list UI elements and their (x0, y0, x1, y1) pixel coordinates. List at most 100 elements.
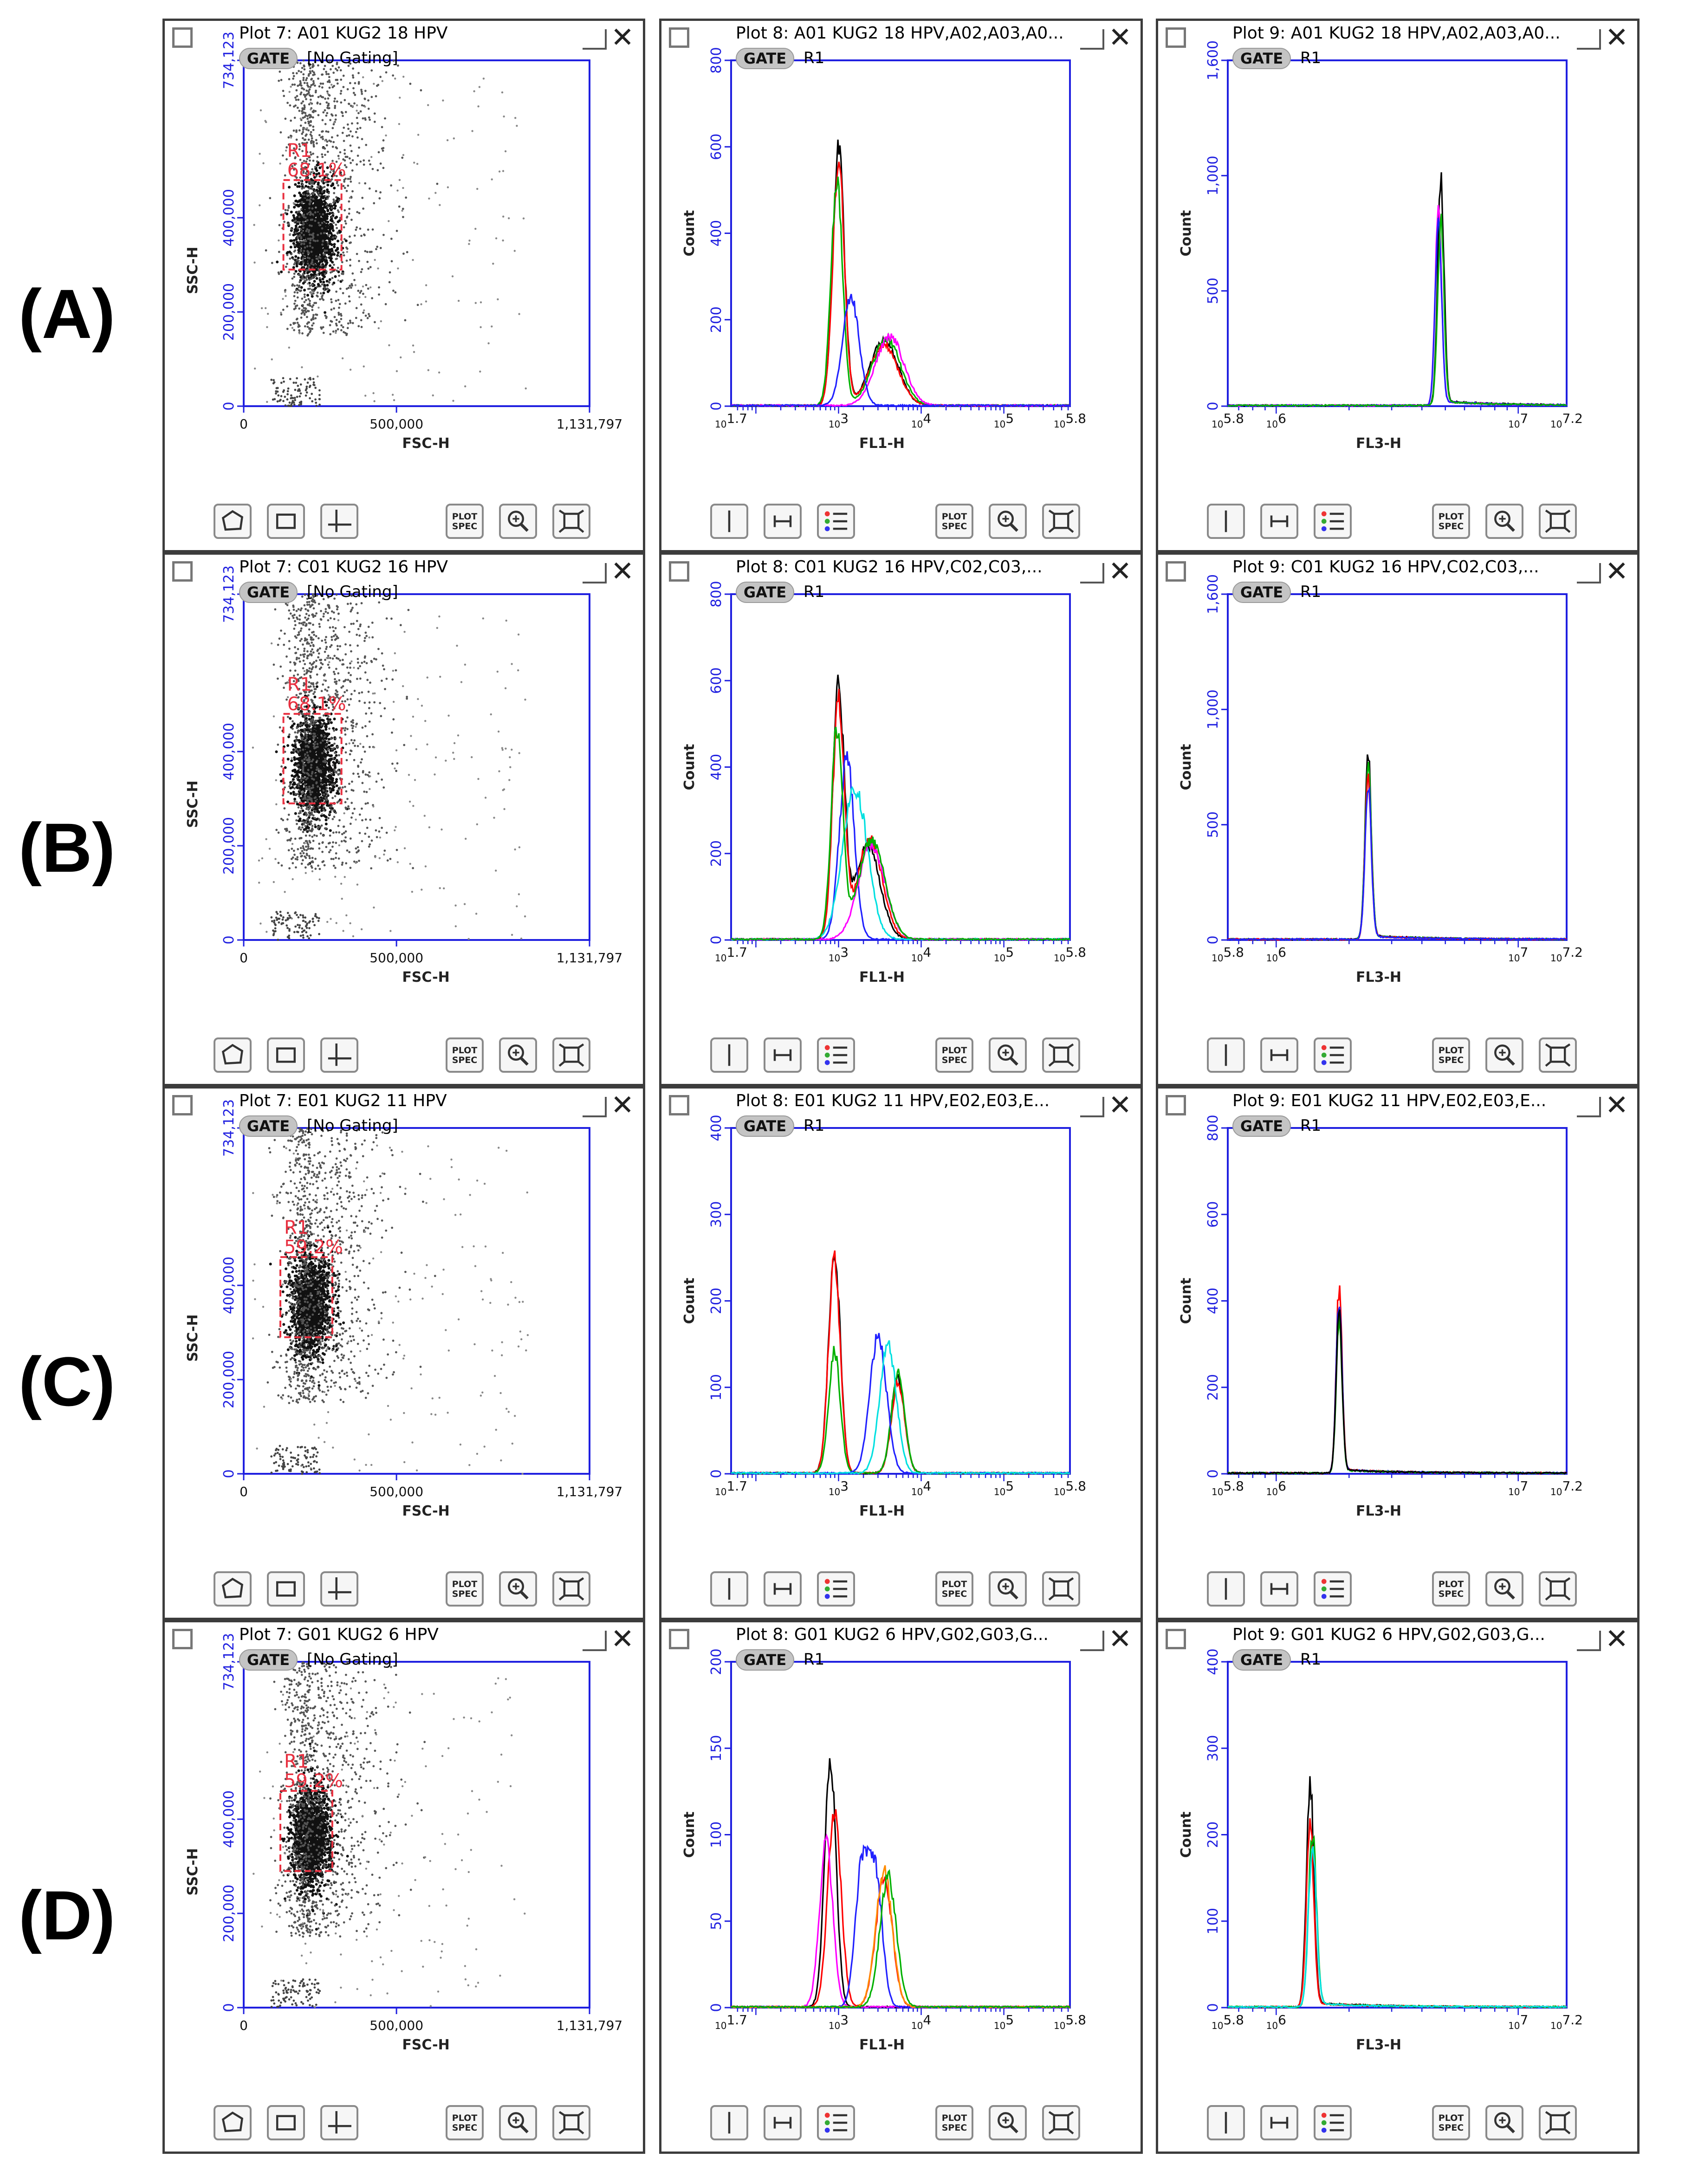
minimize-icon[interactable] (1080, 1631, 1104, 1651)
gate-button[interactable]: GATE (736, 48, 794, 69)
fit-view-icon[interactable] (1539, 2105, 1577, 2140)
fit-view-icon[interactable] (1042, 1571, 1080, 1607)
close-icon[interactable]: ✕ (1108, 1089, 1132, 1121)
gate-button[interactable]: GATE (736, 1115, 794, 1137)
marker-gate-icon[interactable] (1207, 2105, 1245, 2140)
polygon-gate-icon[interactable] (214, 1571, 252, 1607)
close-icon[interactable]: ✕ (1108, 21, 1132, 54)
zoom-icon[interactable] (989, 1037, 1027, 1073)
quadrant-gate-icon[interactable] (320, 504, 358, 539)
fit-view-icon[interactable] (552, 504, 590, 539)
range-gate-icon[interactable] (764, 1037, 802, 1073)
marker-gate-icon[interactable] (710, 1037, 748, 1073)
gate-button[interactable]: GATE (239, 1649, 298, 1671)
select-checkbox[interactable] (669, 27, 689, 48)
gate-button[interactable]: GATE (239, 48, 298, 69)
minimize-icon[interactable] (1577, 29, 1601, 50)
marker-gate-icon[interactable] (710, 1571, 748, 1607)
minimize-icon[interactable] (1577, 1631, 1601, 1651)
range-gate-icon[interactable] (1260, 1037, 1298, 1073)
quadrant-gate-icon[interactable] (320, 1571, 358, 1607)
minimize-icon[interactable] (1577, 563, 1601, 583)
select-checkbox[interactable] (669, 1629, 689, 1649)
polygon-gate-icon[interactable] (214, 504, 252, 539)
marker-gate-icon[interactable] (710, 2105, 748, 2140)
zoom-icon[interactable] (1485, 1571, 1523, 1607)
plot-spec-button[interactable]: PLOT SPEC (1432, 1037, 1470, 1073)
range-gate-icon[interactable] (764, 2105, 802, 2140)
overlay-legend-icon[interactable] (817, 1037, 855, 1073)
close-icon[interactable]: ✕ (1108, 555, 1132, 588)
marker-gate-icon[interactable] (1207, 504, 1245, 539)
minimize-icon[interactable] (583, 29, 607, 50)
select-checkbox[interactable] (1166, 1629, 1186, 1649)
gate-button[interactable]: GATE (1232, 1649, 1291, 1671)
zoom-icon[interactable] (499, 1037, 537, 1073)
plot-spec-button[interactable]: PLOT SPEC (935, 504, 973, 539)
zoom-icon[interactable] (499, 2105, 537, 2140)
polygon-gate-icon[interactable] (214, 2105, 252, 2140)
close-icon[interactable]: ✕ (1108, 1623, 1132, 1655)
select-checkbox[interactable] (1166, 1095, 1186, 1115)
plot-spec-button[interactable]: PLOT SPEC (935, 1037, 973, 1073)
polygon-gate-icon[interactable] (214, 1037, 252, 1073)
plot-spec-button[interactable]: PLOT SPEC (1432, 2105, 1470, 2140)
select-checkbox[interactable] (172, 27, 193, 48)
range-gate-icon[interactable] (1260, 504, 1298, 539)
close-icon[interactable]: ✕ (1605, 555, 1629, 588)
range-gate-icon[interactable] (1260, 2105, 1298, 2140)
quadrant-gate-icon[interactable] (320, 2105, 358, 2140)
fit-view-icon[interactable] (1539, 1571, 1577, 1607)
rectangle-gate-icon[interactable] (267, 504, 305, 539)
select-checkbox[interactable] (172, 1095, 193, 1115)
zoom-icon[interactable] (989, 504, 1027, 539)
select-checkbox[interactable] (669, 561, 689, 582)
marker-gate-icon[interactable] (1207, 1571, 1245, 1607)
close-icon[interactable]: ✕ (1605, 1089, 1629, 1121)
zoom-icon[interactable] (989, 2105, 1027, 2140)
gate-r1-rect[interactable] (279, 1790, 333, 1872)
zoom-icon[interactable] (499, 504, 537, 539)
marker-gate-icon[interactable] (710, 504, 748, 539)
select-checkbox[interactable] (172, 561, 193, 582)
fit-view-icon[interactable] (552, 2105, 590, 2140)
range-gate-icon[interactable] (1260, 1571, 1298, 1607)
minimize-icon[interactable] (583, 1097, 607, 1117)
plot-spec-button[interactable]: PLOT SPEC (446, 2105, 484, 2140)
gate-r1-rect[interactable] (279, 1256, 333, 1338)
overlay-legend-icon[interactable] (1314, 504, 1352, 539)
overlay-legend-icon[interactable] (1314, 2105, 1352, 2140)
plot-spec-button[interactable]: PLOT SPEC (1432, 504, 1470, 539)
minimize-icon[interactable] (1080, 29, 1104, 50)
minimize-icon[interactable] (1080, 1097, 1104, 1117)
zoom-icon[interactable] (989, 1571, 1027, 1607)
minimize-icon[interactable] (1577, 1097, 1601, 1117)
fit-view-icon[interactable] (552, 1037, 590, 1073)
zoom-icon[interactable] (1485, 504, 1523, 539)
range-gate-icon[interactable] (764, 504, 802, 539)
rectangle-gate-icon[interactable] (267, 2105, 305, 2140)
gate-button[interactable]: GATE (1232, 582, 1291, 603)
fit-view-icon[interactable] (552, 1571, 590, 1607)
fit-view-icon[interactable] (1042, 2105, 1080, 2140)
overlay-legend-icon[interactable] (817, 2105, 855, 2140)
gate-button[interactable]: GATE (239, 582, 298, 603)
gate-r1-rect[interactable] (282, 713, 343, 804)
close-icon[interactable]: ✕ (610, 21, 635, 54)
gate-r1-rect[interactable] (282, 179, 343, 271)
quadrant-gate-icon[interactable] (320, 1037, 358, 1073)
zoom-icon[interactable] (1485, 2105, 1523, 2140)
minimize-icon[interactable] (583, 563, 607, 583)
gate-button[interactable]: GATE (1232, 48, 1291, 69)
select-checkbox[interactable] (669, 1095, 689, 1115)
fit-view-icon[interactable] (1042, 504, 1080, 539)
close-icon[interactable]: ✕ (1605, 21, 1629, 54)
gate-button[interactable]: GATE (736, 582, 794, 603)
plot-spec-button[interactable]: PLOT SPEC (935, 2105, 973, 2140)
close-icon[interactable]: ✕ (610, 1089, 635, 1121)
overlay-legend-icon[interactable] (817, 1571, 855, 1607)
select-checkbox[interactable] (1166, 561, 1186, 582)
range-gate-icon[interactable] (764, 1571, 802, 1607)
close-icon[interactable]: ✕ (610, 1623, 635, 1655)
plot-spec-button[interactable]: PLOT SPEC (446, 504, 484, 539)
